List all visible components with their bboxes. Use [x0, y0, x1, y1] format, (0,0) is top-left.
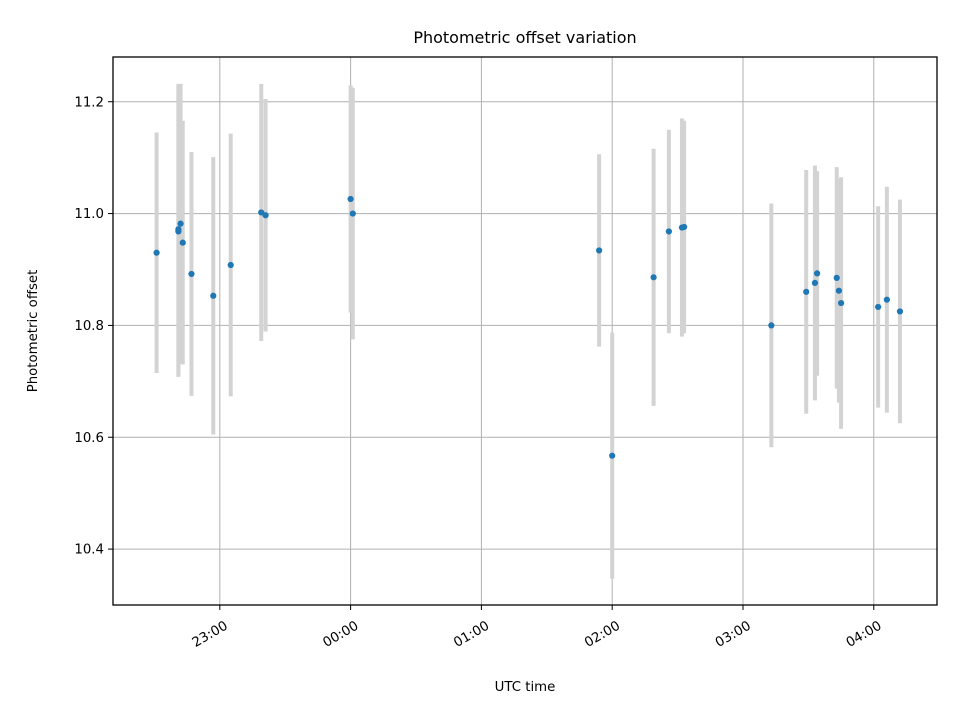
x-axis-label: UTC time	[495, 680, 556, 695]
data-point	[175, 226, 182, 233]
data-point	[188, 270, 195, 278]
x-tick-label: 02:00	[582, 619, 623, 651]
x-tick-label: 01:00	[451, 619, 492, 651]
x-tick-label: 04:00	[844, 619, 885, 651]
data-point	[153, 249, 160, 256]
data-point	[875, 303, 882, 311]
plot-frame	[112, 56, 938, 606]
data-point	[814, 270, 821, 277]
y-tick-label: 11.2	[74, 95, 104, 110]
y-tick-label: 10.4	[74, 543, 104, 558]
data-point	[837, 299, 845, 307]
data-point	[227, 261, 234, 269]
data-point	[596, 247, 603, 254]
data-point	[347, 195, 354, 203]
y-axis-label: Photometric offset	[26, 270, 41, 393]
y-tick-label: 10.6	[74, 431, 104, 446]
chart-title: Photometric offset variation	[413, 28, 636, 47]
error-bars	[154, 83, 902, 579]
data-point	[835, 287, 843, 294]
data-point	[681, 223, 688, 231]
data-point	[349, 210, 356, 217]
data-point	[811, 279, 819, 287]
data-point	[803, 288, 810, 295]
data-point	[609, 452, 616, 459]
data-point	[262, 212, 269, 219]
data-point	[833, 274, 840, 281]
data-points	[153, 195, 904, 459]
x-tick-label: 23:00	[190, 619, 231, 651]
data-point	[179, 239, 186, 246]
data-point	[665, 228, 672, 235]
data-point	[896, 308, 904, 315]
data-point	[768, 322, 775, 329]
data-point	[177, 220, 184, 227]
y-tick-label: 11.0	[74, 207, 104, 222]
data-point	[650, 274, 657, 281]
y-tick-label: 10.8	[74, 319, 104, 334]
x-tick-label: 03:00	[713, 619, 754, 651]
x-tick-label: 00:00	[321, 619, 362, 651]
data-point	[883, 296, 890, 303]
data-point	[210, 292, 217, 299]
ticks: 23:00 00:00 01:00 02:00 03:00 04:00 10.4 10.6 10…	[74, 95, 884, 650]
